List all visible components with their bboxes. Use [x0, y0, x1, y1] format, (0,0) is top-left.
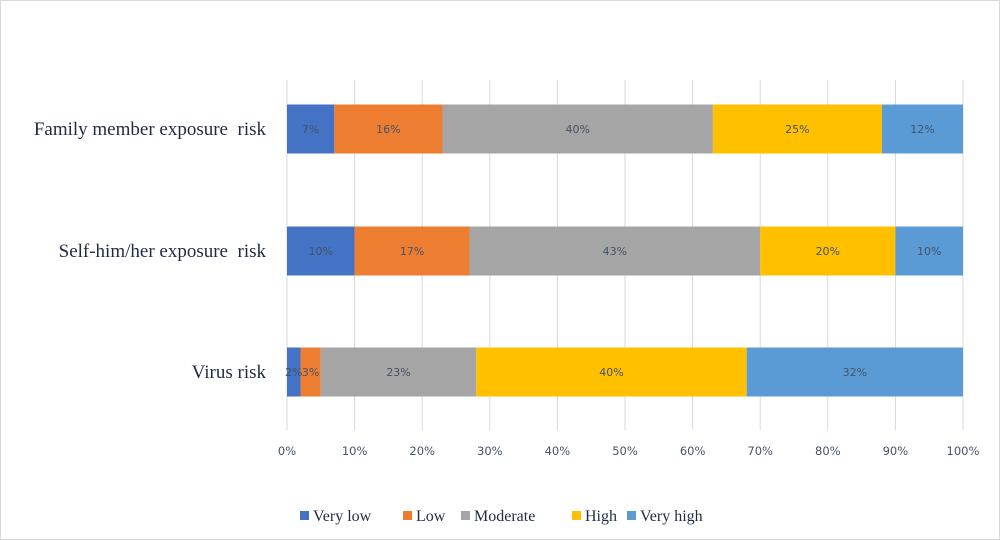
bar-segment-very-low-2 [287, 226, 355, 276]
data-label: 32% [843, 366, 867, 379]
bar-segment-moderate-1 [442, 104, 713, 154]
bar-segment-moderate-3 [320, 347, 477, 397]
data-label: 16% [376, 123, 400, 136]
data-label: 40% [599, 366, 623, 379]
legend-swatch-high [572, 511, 581, 520]
data-label: 12% [910, 123, 934, 136]
data-labels: 7% 16% 40% 25% 12% 10% 17% 43% 20% 10% 2% 3% 23% 40% 3… [285, 123, 941, 379]
x-tick-label: 30% [477, 444, 503, 458]
bar-segment-high-1 [712, 104, 882, 154]
legend-swatch-low [403, 511, 412, 520]
x-axis-tick-labels: 0% 10% 20% 30% 40% 50% 60% 70% 80% 90% 100% [278, 444, 980, 458]
x-tick-label: 90% [883, 444, 909, 458]
data-label: 2% [285, 366, 302, 379]
bars [287, 104, 963, 397]
legend-label-very-low: Very low [313, 508, 372, 525]
bar-segment-moderate-2 [469, 226, 761, 276]
x-tick-label: 100% [947, 444, 980, 458]
data-label: 10% [917, 245, 941, 258]
data-label: 17% [400, 245, 424, 258]
data-label: 25% [785, 123, 809, 136]
x-tick-label: 10% [342, 444, 368, 458]
bar-segment-very-high-1 [881, 104, 963, 154]
bar-segment-very-low-3 [287, 347, 301, 397]
x-tick-label: 0% [278, 444, 296, 458]
bar-segment-very-high-3 [746, 347, 963, 397]
data-label: 43% [603, 245, 627, 258]
data-label: 40% [565, 123, 589, 136]
x-tick-label: 80% [815, 444, 841, 458]
legend-swatch-moderate [461, 511, 470, 520]
legend: Very low Low Moderate High Very high [300, 508, 703, 525]
data-label: 20% [816, 245, 840, 258]
legend-label-low: Low [416, 508, 446, 525]
bar-segment-low-2 [354, 226, 470, 276]
data-label: 23% [386, 366, 410, 379]
legend-label-moderate: Moderate [474, 508, 535, 525]
x-tick-label: 40% [545, 444, 571, 458]
x-tick-label: 70% [747, 444, 773, 458]
category-label: Virus risk [192, 362, 267, 383]
data-label: 10% [309, 245, 333, 258]
data-label: 7% [302, 123, 319, 136]
x-tick-label: 60% [680, 444, 706, 458]
legend-swatch-very-low [300, 511, 309, 520]
legend-label-very-high: Very high [640, 508, 703, 525]
x-tick-label: 20% [409, 444, 435, 458]
category-label: Family member exposure risk [34, 119, 267, 140]
bar-segment-high-2 [760, 226, 896, 276]
bar-segment-very-high-2 [895, 226, 963, 276]
category-label: Self-him/her exposure risk [59, 241, 267, 262]
legend-swatch-very-high [627, 511, 636, 520]
bar-segment-low-1 [334, 104, 443, 154]
legend-label-high: High [585, 508, 617, 525]
data-label: 3% [302, 366, 319, 379]
category-labels: Family member exposure risk Self-him/her … [34, 119, 267, 383]
bar-segment-low-3 [300, 347, 321, 397]
x-tick-label: 50% [612, 444, 638, 458]
bar-segment-high-3 [476, 347, 747, 397]
bar-segment-very-low-1 [287, 104, 335, 154]
